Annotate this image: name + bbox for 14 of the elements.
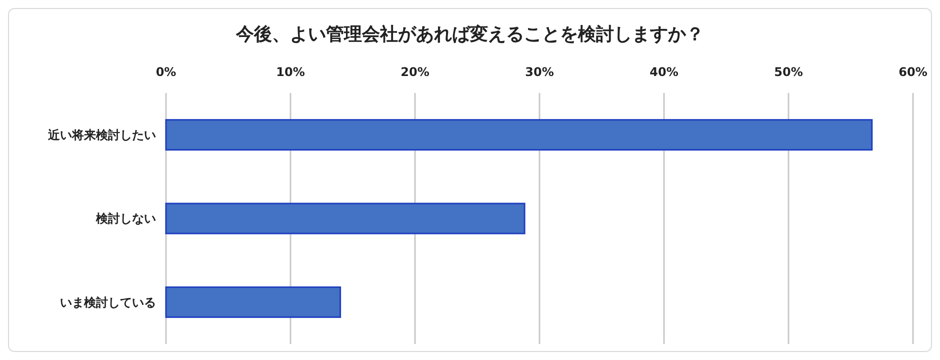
x-tick-label: 60% <box>898 65 928 79</box>
x-tick-label: 50% <box>774 65 803 79</box>
chart-title: 今後、よい管理会社があれば変えることを検討しますか？ <box>235 24 704 45</box>
y-tick-label: 検討しない <box>95 212 156 226</box>
x-tick-label: 20% <box>400 65 430 79</box>
bar <box>165 286 342 318</box>
bar <box>165 202 526 234</box>
y-tick-label: 近い将来検討したい <box>47 128 156 142</box>
x-tick-label: 0% <box>156 65 176 79</box>
x-tick-label: 40% <box>650 65 678 79</box>
x-tick-label: 30% <box>525 65 554 79</box>
bar <box>165 119 873 151</box>
y-tick-label: いま検討している <box>60 295 156 310</box>
x-tick-label: 10% <box>276 65 305 79</box>
